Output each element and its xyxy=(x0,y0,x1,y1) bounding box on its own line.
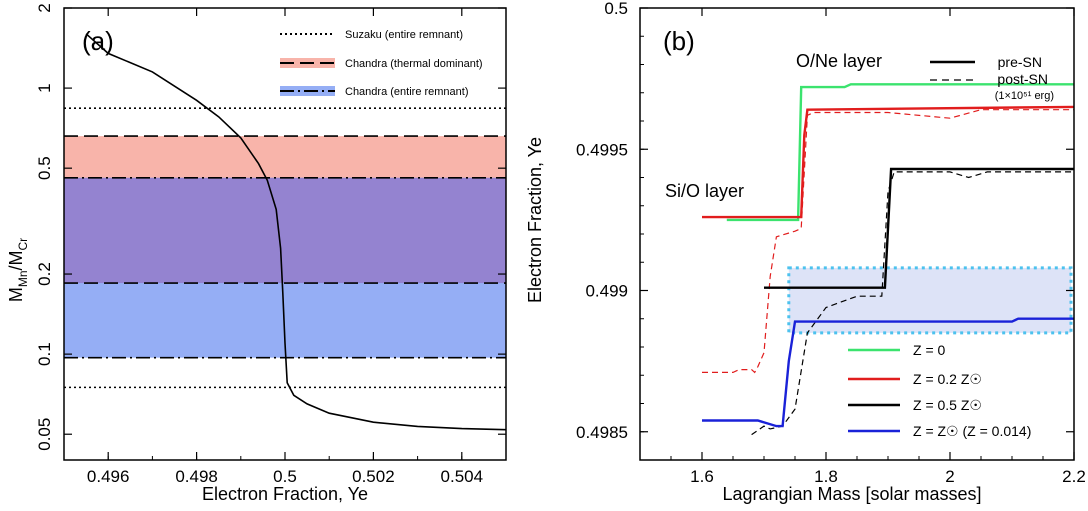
annotation-sio-layer: Si/O layer xyxy=(665,181,744,201)
a-ytick-label-3: 0.5 xyxy=(35,156,54,180)
b-xtick-label-1: 1.8 xyxy=(814,467,838,486)
series-a-line-0 xyxy=(85,33,506,431)
highlight-box xyxy=(787,266,1073,335)
legend-post-sn-label: post-SN xyxy=(997,71,1048,87)
b-xtick-label-0: 1.6 xyxy=(690,467,714,486)
legend-z05-label: Z = 0.5 Z☉ xyxy=(913,397,982,413)
series-b-line-3 xyxy=(764,167,1074,289)
a-xtick-label-2: 0.5 xyxy=(273,467,297,486)
legend-chandra-entire-label: Chandra (entire remnant) xyxy=(345,86,469,98)
panel-a: 0.496 0.498 0.5 0.502 0.504 0.05 0.1 0.2 0.5 1 2 (… xyxy=(6,3,507,504)
a-xtick-label-1: 0.498 xyxy=(175,467,218,486)
legend-energy-note: (1×10⁵¹ erg) xyxy=(995,90,1054,102)
panel-b-box xyxy=(787,266,1073,335)
panel-a-xlabel: Electron Fraction, Ye xyxy=(202,484,368,504)
band-overlap xyxy=(64,177,506,284)
annotation-one-layer: O/Ne layer xyxy=(796,51,882,71)
a-ytick-label-2: 0.2 xyxy=(35,262,54,286)
ylabel-sub-cr: Cr xyxy=(16,238,30,251)
series-b-line-5 xyxy=(702,317,1074,428)
panel-b: 1.6 1.8 2 2.2 0.4985 0.499 0.4995 0.5 (b) Lagra… xyxy=(525,0,1086,504)
b-ytick-label-2: 0.4995 xyxy=(576,140,628,159)
b-xtick-label-3: 2.2 xyxy=(1062,467,1086,486)
legend-pre-sn-label: pre-SN xyxy=(998,54,1042,70)
ylabel-slash: /M xyxy=(6,251,26,271)
a-ytick-label-5: 2 xyxy=(35,3,54,12)
panel-a-bands xyxy=(64,107,506,389)
legend-suzaku-label: Suzaku (entire remnant) xyxy=(345,29,463,41)
b-ytick-label-3: 0.5 xyxy=(604,0,628,18)
panel-b-ylabel: Electron Fraction, Ye xyxy=(525,137,545,303)
panel-a-ticks: 0.496 0.498 0.5 0.502 0.504 0.05 0.1 0.2 0.5 1 2 xyxy=(35,3,507,486)
panel-b-z-legend: Z = 0 Z = 0.2 Z☉ Z = 0.5 Z☉ Z = Z☉ (Z = … xyxy=(848,342,1031,439)
legend-chandra-thermal-label: Chandra (thermal dominant) xyxy=(345,58,483,70)
ylabel-sub-mn: Mn xyxy=(16,271,30,288)
ylabel-main: M xyxy=(6,287,26,302)
panel-b-series xyxy=(702,83,1074,436)
legend-zsun-label: Z = Z☉ (Z = 0.014) xyxy=(913,423,1031,439)
series-b-line-0 xyxy=(726,83,1074,222)
panel-b-label: (b) xyxy=(663,26,695,56)
a-ytick-label-1: 0.1 xyxy=(35,342,54,366)
panel-a-ylabel: MMn/MCr xyxy=(6,238,30,302)
a-ytick-label-0: 0.05 xyxy=(35,418,54,451)
panel-a-series xyxy=(85,33,506,431)
legend-z02-label: Z = 0.2 Z☉ xyxy=(913,371,982,387)
b-ytick-label-0: 0.4985 xyxy=(576,423,628,442)
b-ytick-label-1: 0.499 xyxy=(585,282,628,301)
panel-b-line-legend: pre-SN post-SN (1×10⁵¹ erg) xyxy=(930,54,1054,102)
panel-a-label: (a) xyxy=(82,26,114,56)
a-xtick-label-0: 0.496 xyxy=(87,467,130,486)
series-b-line-1 xyxy=(702,105,1074,219)
panel-b-ticks: 1.6 1.8 2 2.2 0.4985 0.499 0.4995 0.5 xyxy=(576,0,1086,486)
a-xtick-label-4: 0.504 xyxy=(441,467,484,486)
series-b-line-2 xyxy=(702,109,1074,374)
panel-b-xlabel: Lagrangian Mass [solar masses] xyxy=(722,484,981,504)
b-xtick-label-2: 2 xyxy=(945,467,954,486)
legend-z0-label: Z = 0 xyxy=(913,342,946,358)
panel-a-legend: Suzaku (entire remnant) Chandra (thermal… xyxy=(280,29,483,98)
a-ytick-label-4: 1 xyxy=(35,83,54,92)
a-xtick-label-3: 0.502 xyxy=(352,467,395,486)
